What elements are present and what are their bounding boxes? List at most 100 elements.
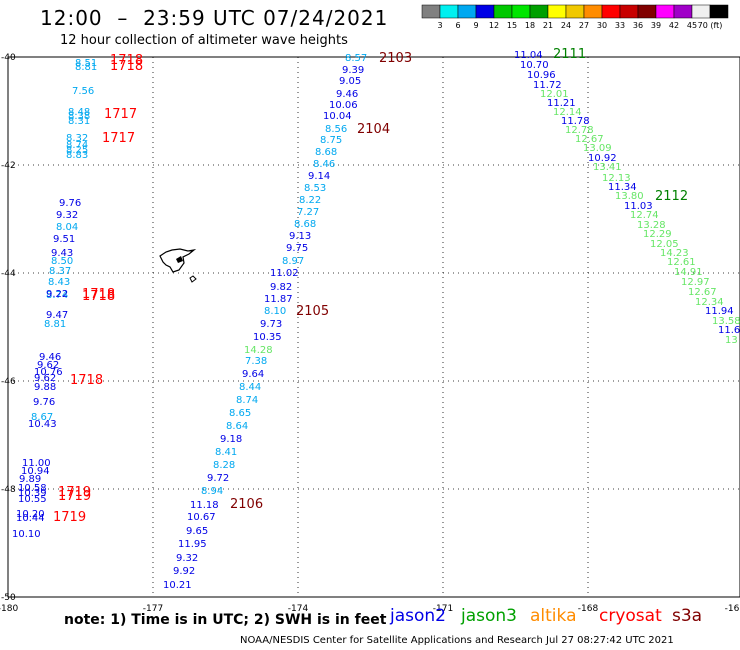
wave-height-value: 8.37 bbox=[49, 266, 71, 277]
footer-note: note: 1) Time is in UTC; 2) SWH is in fe… bbox=[64, 612, 387, 628]
legend-label: 12 bbox=[489, 21, 499, 30]
pass-time-label: 2106 bbox=[230, 497, 263, 512]
lon-tick-label: -16 bbox=[725, 604, 740, 614]
wave-height-value: 12.61 bbox=[667, 257, 696, 268]
legend-swatch bbox=[457, 4, 477, 19]
wave-height-value: 9.13 bbox=[289, 231, 311, 242]
lon-tick-label: -177 bbox=[143, 604, 163, 614]
legend-altika: altika bbox=[530, 606, 577, 626]
lon-tick-label: -180 bbox=[0, 604, 18, 614]
wave-height-value: 8.50 bbox=[51, 256, 73, 267]
pass-time-label: 1719 bbox=[58, 489, 91, 504]
pass-time-label: 2105 bbox=[296, 304, 329, 319]
wave-observations: 8.518.817.568.488.388.318.328.748.258.83… bbox=[12, 50, 740, 591]
lat-lon-grid bbox=[7, 56, 740, 598]
legend-label: 6 bbox=[455, 21, 460, 30]
wave-height-value: 11.18 bbox=[190, 500, 219, 511]
wave-height-value: 10.96 bbox=[527, 70, 556, 81]
legend-swatch bbox=[493, 4, 513, 19]
legend-label: 39 bbox=[651, 21, 661, 30]
axis-tick-labels: -180 -177 -174 -171 -168 -16 -40 -42 -44 -46 -48 -5… bbox=[0, 53, 740, 614]
wave-height-value: 10.76 bbox=[34, 367, 63, 378]
wave-height-value: 10.58 bbox=[18, 483, 47, 494]
wave-height-value: 12.34 bbox=[695, 297, 724, 308]
pass-time-label: 2103 bbox=[379, 51, 412, 66]
wave-height-value: 11.04 bbox=[514, 50, 543, 61]
legend-label: 45 bbox=[687, 21, 697, 30]
legend-swatch bbox=[421, 4, 441, 19]
pass-time-label: 1718 bbox=[70, 373, 103, 388]
pass-time-label: 1718 bbox=[110, 59, 143, 74]
legend-label: 27 bbox=[579, 21, 589, 30]
legend-swatch bbox=[637, 4, 657, 19]
islet-shape bbox=[189, 275, 197, 283]
wave-height-value: 12.13 bbox=[602, 173, 631, 184]
wave-height-value: 11.6 bbox=[718, 325, 740, 336]
wave-height-value: 8.81 bbox=[44, 319, 66, 330]
wave-height-value: 13.58 bbox=[712, 316, 740, 327]
legend-swatch bbox=[691, 4, 711, 19]
legend-label: 9 bbox=[473, 21, 478, 30]
wave-height-value: 10.21 bbox=[163, 580, 192, 591]
legend-label: 33 bbox=[615, 21, 625, 30]
wave-height-value: 13.80 bbox=[615, 191, 644, 202]
wave-height-value: 8.46 bbox=[313, 159, 335, 170]
wave-height-value: 9.76 bbox=[59, 198, 81, 209]
wave-height-value: 8.10 bbox=[264, 306, 286, 317]
wave-height-value: 13.41 bbox=[593, 162, 622, 173]
legend-label: 42 bbox=[669, 21, 679, 30]
legend-swatch bbox=[439, 4, 459, 19]
wave-height-value: 11.34 bbox=[608, 182, 637, 193]
pass-time-label: 1717 bbox=[102, 131, 135, 146]
wave-height-value: 9.88 bbox=[34, 382, 56, 393]
wave-height-value: 8.51 bbox=[75, 58, 97, 69]
wave-height-value: 8.81 bbox=[75, 62, 97, 73]
wave-height-value: 11.87 bbox=[264, 294, 293, 305]
wave-height-value: 8.65 bbox=[229, 408, 251, 419]
wave-height-value: 8.68 bbox=[294, 219, 316, 230]
wave-height-value: 9.18 bbox=[220, 434, 242, 445]
wave-height-value: 10.10 bbox=[12, 529, 41, 540]
wave-height-value: 10.55 bbox=[18, 494, 47, 505]
wave-height-value: 8.28 bbox=[213, 460, 235, 471]
wave-height-value: 9.43 bbox=[51, 248, 73, 259]
wave-height-value: 8.97 bbox=[282, 256, 304, 267]
wave-height-value: 9.46 bbox=[336, 89, 358, 100]
pass-time-label: 2104 bbox=[357, 122, 390, 137]
wave-height-value: 10.94 bbox=[21, 466, 50, 477]
wave-height-value: 13 bbox=[725, 335, 738, 346]
map-title: 12:00 – 23:59 UTC 07/24/2021 bbox=[40, 6, 389, 30]
legend-label: 21 bbox=[543, 21, 553, 30]
wave-height-value: 9.89 bbox=[19, 474, 41, 485]
wave-height-value: 8.44 bbox=[239, 382, 261, 393]
island-shape bbox=[159, 248, 197, 273]
wave-height-value: 11.94 bbox=[705, 306, 734, 317]
island-outline bbox=[159, 248, 197, 283]
wave-height-value: 9.82 bbox=[270, 282, 292, 293]
legend-swatch bbox=[475, 4, 495, 19]
legend-swatch bbox=[709, 4, 729, 19]
lat-tick-label: -44 bbox=[1, 269, 16, 279]
lat-tick-label: -50 bbox=[1, 593, 16, 603]
wave-height-value: 9.51 bbox=[53, 234, 75, 245]
legend-jason3: jason3 bbox=[461, 606, 517, 626]
lon-tick-label: -174 bbox=[288, 604, 309, 614]
wave-height-value: 14.23 bbox=[660, 248, 689, 259]
wave-height-value: 8.57 bbox=[345, 53, 367, 64]
wave-height-value: 11.78 bbox=[561, 116, 590, 127]
lat-tick-label: -46 bbox=[1, 377, 16, 387]
wave-height-value: 7.56 bbox=[72, 86, 94, 97]
wave-height-value: 11.03 bbox=[624, 201, 653, 212]
legend-swatch bbox=[673, 4, 693, 19]
wave-height-value: 8.83 bbox=[66, 150, 88, 161]
wave-height-value: 9.75 bbox=[286, 243, 308, 254]
color-legend: 3 6 9 12 15 18 21 24 27 30 33 36 39 42 45 70 (ft) bbox=[421, 4, 729, 30]
wave-height-value: 12.29 bbox=[643, 229, 672, 240]
wave-height-value: 11.00 bbox=[22, 458, 51, 469]
wave-height-value: 10.92 bbox=[588, 153, 617, 164]
legend-label: 15 bbox=[507, 21, 517, 30]
wave-height-value: 8.22 bbox=[299, 195, 321, 206]
lat-tick-label: -48 bbox=[1, 485, 16, 495]
legend-swatch bbox=[601, 4, 621, 19]
